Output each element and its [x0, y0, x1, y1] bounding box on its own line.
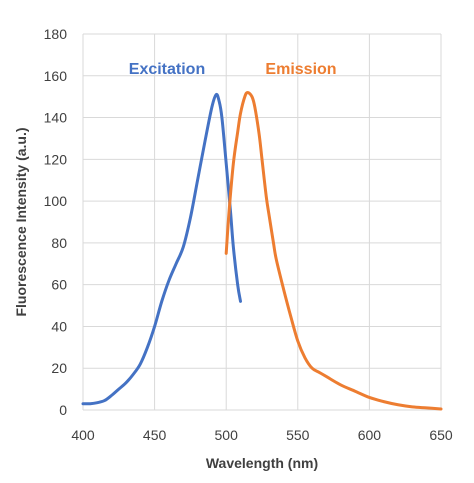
y-tick-label: 160	[44, 68, 68, 84]
emission-series-label: Emission	[265, 61, 336, 78]
y-tick-label: 80	[51, 235, 67, 251]
x-axis-title: Wavelength (nm)	[206, 455, 318, 471]
x-tick-label: 600	[358, 427, 382, 443]
grid	[82, 33, 442, 411]
x-tick-label: 650	[429, 427, 453, 443]
x-tick-label: 450	[143, 427, 167, 443]
series-labels: Excitation Emission	[129, 61, 337, 78]
x-tick-label: 550	[286, 427, 310, 443]
y-tick-label: 60	[51, 277, 67, 293]
tick-labels: 0 20 40 60 80 100 120 140 160 180 400 450 500 550 600 6…	[44, 26, 453, 443]
y-tick-label: 0	[59, 402, 67, 418]
x-tick-label: 400	[71, 427, 95, 443]
x-tick-label: 500	[215, 427, 239, 443]
excitation-series-label: Excitation	[129, 61, 205, 78]
y-tick-label: 180	[44, 26, 68, 42]
series-lines	[81, 90, 443, 411]
excitation-series-line	[81, 92, 243, 406]
y-tick-label: 140	[44, 110, 68, 126]
y-tick-label: 20	[51, 360, 67, 376]
y-tick-label: 120	[44, 151, 68, 167]
y-axis-title: Fluorescence Intensity (a.u.)	[13, 127, 29, 316]
emission-series-line	[224, 90, 443, 411]
y-tick-label: 40	[51, 318, 67, 334]
y-tick-label: 100	[44, 193, 68, 209]
